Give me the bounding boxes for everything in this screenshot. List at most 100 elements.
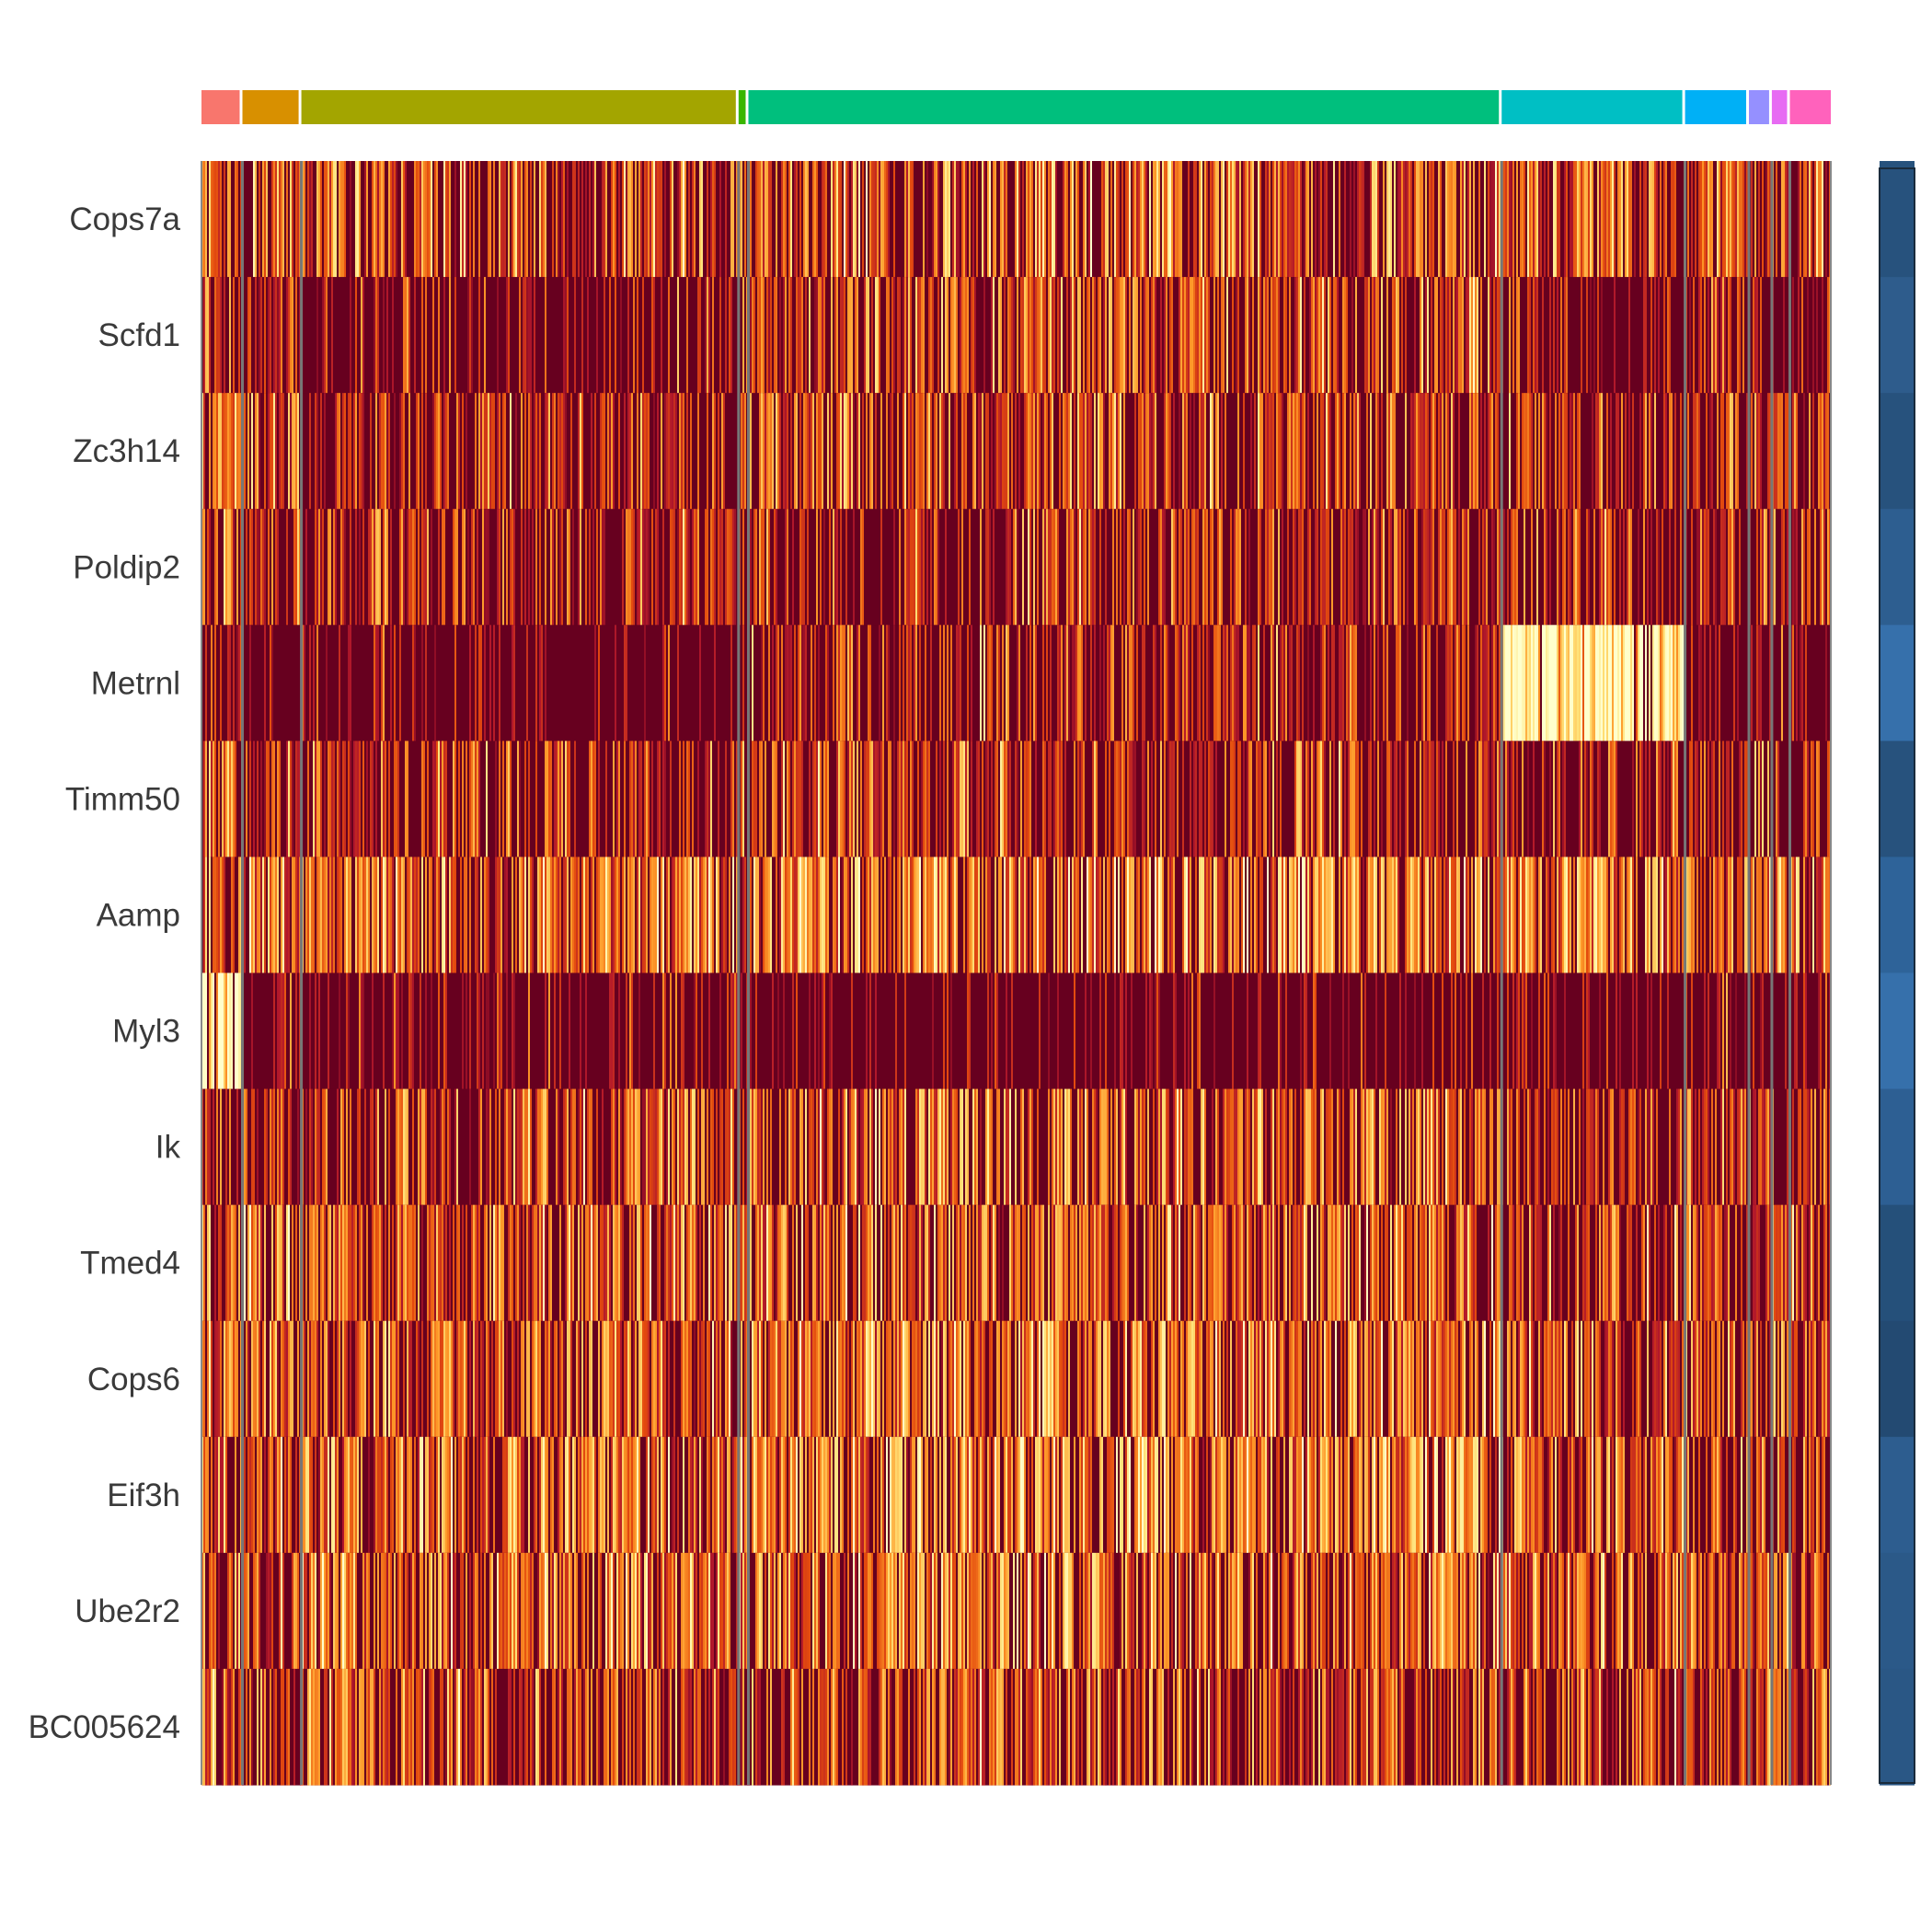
heatmap-cell [1107,857,1109,974]
heatmap-cell [1096,1204,1098,1322]
heatmap-cell [1271,857,1272,974]
heatmap-cell [1155,393,1156,510]
heatmap-cell [211,741,213,858]
heatmap-cell [225,741,227,858]
heatmap-cell [901,1204,903,1322]
heatmap-cell [213,161,214,278]
heatmap-cell [1645,277,1647,394]
heatmap-cell [322,857,324,974]
heatmap-cell [1405,393,1407,510]
heatmap-cell [1709,161,1711,278]
heatmap-cell [1064,393,1066,510]
heatmap-cell [1079,741,1081,858]
heatmap-cell [1129,277,1131,394]
heatmap-cell [903,277,904,394]
heatmap-cell [730,625,732,742]
heatmap-cell [638,161,640,278]
heatmap-cell [803,393,805,510]
heatmap-cell [624,393,626,510]
heatmap-cell [949,393,950,510]
heatmap-cell [605,857,607,974]
heatmap-cell [1291,1088,1293,1206]
heatmap-cell [759,741,761,858]
heatmap-cell [342,1204,344,1322]
heatmap-cell [1781,393,1783,510]
heatmap-cell [1217,625,1219,742]
heatmap-cell [855,1204,857,1322]
heatmap-cell [499,625,500,742]
heatmap-cell [218,1204,220,1322]
heatmap-cell [1769,509,1771,626]
heatmap-cell [750,393,752,510]
heatmap-cell [295,1204,297,1322]
heatmap-cell [1243,161,1245,278]
heatmap-cell [1046,393,1048,510]
heatmap-cell [359,1088,361,1206]
heatmap-cell [646,509,648,626]
heatmap-cell [421,509,423,626]
heatmap-cell [1158,972,1160,1090]
heatmap-cell [926,1204,928,1322]
heatmap-cell [412,625,414,742]
heatmap-cell [1499,625,1501,742]
heatmap-cell [1781,161,1783,278]
heatmap-cell [1099,393,1101,510]
heatmap-cell [875,277,877,394]
heatmap-cell [945,277,947,394]
heatmap-cell [1370,741,1372,858]
heatmap-cell [438,277,440,394]
heatmap-cell [344,393,346,510]
heatmap-cell [1059,1204,1061,1322]
heatmap-cell [814,972,816,1090]
heatmap-row [201,972,1831,1090]
heatmap-cell [1717,277,1719,394]
heatmap-cell [442,741,443,858]
heatmap-cell [1103,1088,1105,1206]
heatmap-cell [897,1204,899,1322]
heatmap-cell [1820,393,1822,510]
heatmap-cell [279,972,281,1090]
heatmap-cell [1475,625,1477,742]
heatmap-cell [1566,277,1568,394]
heatmap-cell [1575,509,1577,626]
heatmap-cell [1535,857,1536,974]
heatmap-cell [528,277,530,394]
heatmap-cell [462,741,464,858]
heatmap-cell [453,1204,454,1322]
heatmap-cell [329,509,331,626]
heatmap-cell [1375,857,1377,974]
heatmap-cell [502,1204,504,1322]
heatmap-cell [1704,625,1706,742]
heatmap-cell [407,1088,408,1206]
heatmap-cell [1217,1088,1219,1206]
heatmap-cell [1737,393,1739,510]
heatmap-cell [1311,161,1313,278]
heatmap-cell [295,393,297,510]
heatmap-cell [952,161,954,278]
heatmap-cell [686,1204,688,1322]
heatmap-cell [1353,393,1355,510]
heatmap-cell [1258,741,1259,858]
heatmap-cell [1088,277,1090,394]
heatmap-cell [875,1204,877,1322]
heatmap-cell [1800,161,1801,278]
heatmap-cell [1131,625,1133,742]
heatmap-cell [862,161,864,278]
heatmap-cell [1595,625,1597,742]
heatmap-cell [1480,857,1482,974]
heatmap-cell [719,972,721,1090]
heatmap-cell [1083,509,1085,626]
heatmap-cell [1182,277,1184,394]
heatmap-cell [313,1204,315,1322]
heatmap-cell [844,277,845,394]
heatmap-cell [1538,625,1540,742]
heatmap-cell [993,1204,995,1322]
heatmap-cell [1711,393,1713,510]
heatmap-cell [1573,161,1575,278]
heatmap-cell [705,857,707,974]
heatmap-cell [917,393,919,510]
heatmap-cell [998,277,1000,394]
heatmap-cell [1239,1204,1241,1322]
cluster-bar-segment [242,90,299,124]
heatmap-cell [1570,393,1571,510]
